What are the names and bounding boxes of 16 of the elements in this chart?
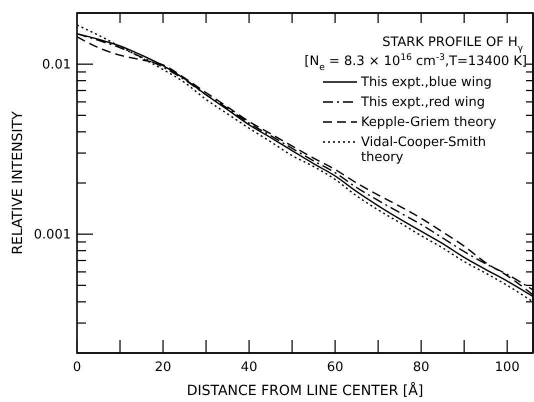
x-tick-label: 100	[494, 360, 520, 376]
y-tick-label: 0.001	[34, 227, 71, 242]
legend-label: This expt.,blue wing	[360, 75, 492, 90]
x-tick-label: 80	[412, 360, 430, 376]
annotation: [N$_{e}$ = 8.3 × 10$^{16}$ cm$^{-3}$,T=13400 K]	[304, 53, 527, 73]
x-tick-label: 20	[154, 360, 172, 376]
x-tick-label: 40	[240, 360, 258, 376]
y-tick-label: 0.01	[42, 57, 71, 72]
legend-label: This expt.,red wing	[360, 95, 485, 110]
legend-label: Vidal-Cooper-Smith theory	[361, 135, 486, 165]
legend-title: STARK PROFILE OF H$_{γ}$	[382, 35, 524, 54]
x-axis-title: DISTANCE FROM LINE CENTER [Å]	[186, 382, 424, 399]
legend-label: Kepple-Griem theory	[361, 115, 497, 130]
x-tick-label: 0	[72, 360, 82, 376]
x-tick-label: 60	[326, 360, 344, 376]
y-axis-title: RELATIVE INTENSITY	[10, 110, 26, 255]
